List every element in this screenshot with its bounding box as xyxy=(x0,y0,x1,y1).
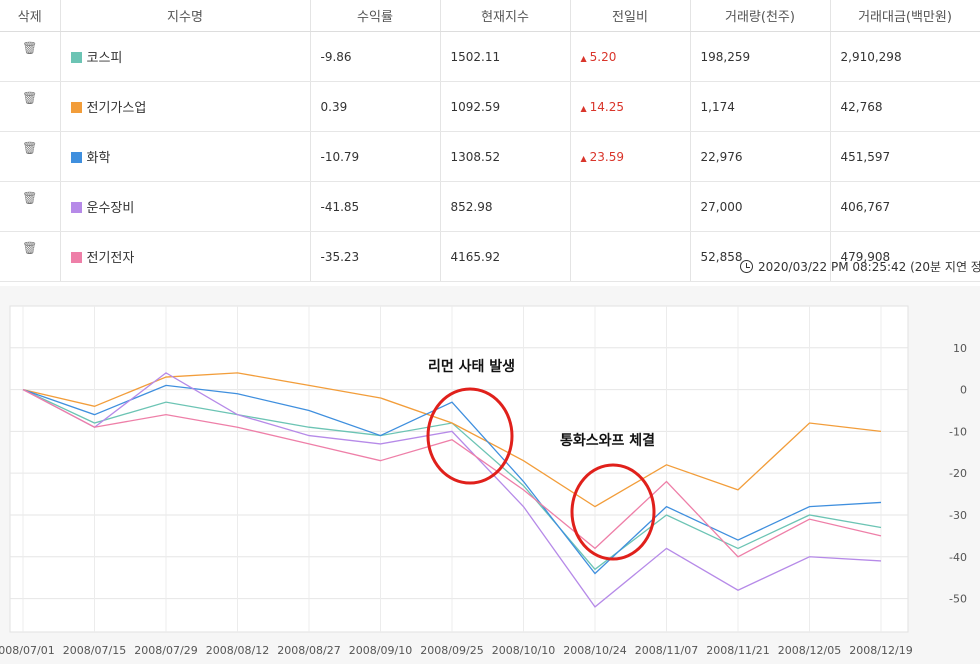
plot-area xyxy=(9,305,909,633)
y-tick-label: -40 xyxy=(949,551,967,564)
return-cell: -41.85 xyxy=(310,181,441,232)
return-cell: -35.23 xyxy=(310,231,441,282)
amount-cell: 451,597 xyxy=(830,131,980,182)
table-row: 🗑 전기전자 -35.23 4165.92 52,858 479,908 xyxy=(0,231,980,282)
x-tick-label: 2008/12/05 xyxy=(778,644,841,657)
x-tick-label: 2008/10/24 xyxy=(563,644,626,657)
index-name-cell[interactable]: 화학 xyxy=(60,131,311,182)
trash-icon: 🗑 xyxy=(22,141,38,155)
x-tick-label: 2008/07/15 xyxy=(63,644,126,657)
amount-cell: 42,768 xyxy=(830,81,980,132)
trash-icon: 🗑 xyxy=(22,91,38,105)
series-color-swatch xyxy=(70,202,82,213)
volume-cell: 1,174 xyxy=(690,81,831,132)
x-tick-label: 2008/08/27 xyxy=(277,644,340,657)
current-cell: 1092.59 xyxy=(440,81,571,132)
col-amount: 거래대금(백만원) xyxy=(830,0,980,32)
col-current: 현재지수 xyxy=(440,0,571,32)
col-volume: 거래량(천주) xyxy=(690,0,831,32)
annotation-circle-lehman xyxy=(426,387,514,485)
table-row: 🗑 전기가스업 0.39 1092.59 ▲ 14.25 1,174 42,768 xyxy=(0,81,980,132)
change-cell xyxy=(570,231,691,282)
current-cell: 1308.52 xyxy=(440,131,571,182)
current-cell: 852.98 xyxy=(440,181,571,232)
amount-cell: 479,908 xyxy=(830,231,980,282)
index-name-cell[interactable]: 운수장비 xyxy=(60,181,311,232)
up-arrow-icon: ▲ xyxy=(580,153,587,163)
y-tick-label: -50 xyxy=(949,593,967,606)
annotation-swap: 통화스와프 체결 xyxy=(560,433,656,449)
col-return: 수익률 xyxy=(310,0,441,32)
volume-cell: 27,000 xyxy=(690,181,831,232)
x-tick-label: 2008/09/10 xyxy=(349,644,412,657)
up-arrow-icon: ▲ xyxy=(580,103,587,113)
col-index-name: 지수명 xyxy=(60,0,311,32)
delete-button[interactable]: 🗑 xyxy=(0,181,61,232)
x-tick-label: 2008/11/07 xyxy=(635,644,698,657)
col-delete: 삭제 xyxy=(0,0,61,32)
delete-button[interactable]: 🗑 xyxy=(0,231,61,282)
change-cell: ▲ 5.20 xyxy=(570,31,691,82)
x-tick-label: 2008/11/21 xyxy=(706,644,769,657)
y-tick-label: -30 xyxy=(949,509,967,522)
x-tick-label: 2008/12/19 xyxy=(849,644,912,657)
series-line-전기전자 xyxy=(22,389,882,558)
change-cell: ▲ 14.25 xyxy=(570,81,691,132)
series-color-swatch xyxy=(70,52,82,63)
y-tick-label: -20 xyxy=(949,467,967,480)
series-color-swatch xyxy=(70,152,82,163)
volume-cell: 52,858 xyxy=(690,231,831,282)
index-name-cell[interactable]: 코스피 xyxy=(60,31,311,82)
y-tick-label: 0 xyxy=(960,384,967,397)
y-tick-label: 10 xyxy=(953,342,967,355)
timestamp: 2020/03/22 PM 08:25:42 (20분 지연 정보 xyxy=(740,258,980,275)
table-row: 🗑 화학 -10.79 1308.52 ▲ 23.59 22,976 451,597 xyxy=(0,131,980,182)
delete-button[interactable]: 🗑 xyxy=(0,131,61,182)
amount-cell: 406,767 xyxy=(830,181,980,232)
delete-button[interactable]: 🗑 xyxy=(0,31,61,82)
series-color-swatch xyxy=(70,102,82,113)
index-name-cell[interactable]: 전기전자 xyxy=(60,231,311,282)
series-line-운수장비 xyxy=(22,372,882,608)
amount-cell: 2,910,298 xyxy=(830,31,980,82)
annotation-lehman: 리먼 사태 발생 xyxy=(428,359,516,375)
change-cell: ▲ 23.59 xyxy=(570,131,691,182)
x-tick-label: 2008/09/25 xyxy=(420,644,483,657)
return-cell: 0.39 xyxy=(310,81,441,132)
series-line-전기가스업 xyxy=(22,372,882,508)
volume-cell: 198,259 xyxy=(690,31,831,82)
trash-icon: 🗑 xyxy=(22,41,38,55)
return-cell: -10.79 xyxy=(310,131,441,182)
x-tick-label: 2008/07/01 xyxy=(0,644,55,657)
current-cell: 4165.92 xyxy=(440,231,571,282)
index-name-cell[interactable]: 전기가스업 xyxy=(60,81,311,132)
trash-icon: 🗑 xyxy=(22,191,38,205)
line-chart: 10 0 -10 -20 -30 -40 -50 2008/07/01 2008/07/15 20… xyxy=(0,305,967,657)
index-table: 삭제 지수명 수익률 현재지수 전일비 거래량(천주) 거래대금(백만원) 🗑 코… xyxy=(0,0,980,282)
col-change: 전일비 xyxy=(570,0,691,32)
series-color-swatch xyxy=(70,252,82,263)
table-row: 🗑 운수장비 -41.85 852.98 27,000 406,767 xyxy=(0,181,980,232)
delete-button[interactable]: 🗑 xyxy=(0,81,61,132)
volume-cell: 22,976 xyxy=(690,131,831,182)
series-line-화학 xyxy=(22,384,882,575)
change-cell xyxy=(570,181,691,232)
table-row: 🗑 코스피 -9.86 1502.11 ▲ 5.20 198,259 2,910,298 xyxy=(0,31,980,82)
up-arrow-icon: ▲ xyxy=(580,53,587,63)
annotation-circle-swap xyxy=(570,463,656,561)
table-header: 삭제 지수명 수익률 현재지수 전일비 거래량(천주) 거래대금(백만원) xyxy=(0,0,980,32)
x-tick-label: 2008/10/10 xyxy=(492,644,555,657)
x-tick-label: 2008/07/29 xyxy=(134,644,197,657)
current-cell: 1502.11 xyxy=(440,31,571,82)
x-tick-label: 2008/08/12 xyxy=(206,644,269,657)
return-cell: -9.86 xyxy=(310,31,441,82)
clock-icon xyxy=(740,260,753,273)
y-tick-label: -10 xyxy=(949,425,967,438)
trash-icon: 🗑 xyxy=(22,241,38,255)
